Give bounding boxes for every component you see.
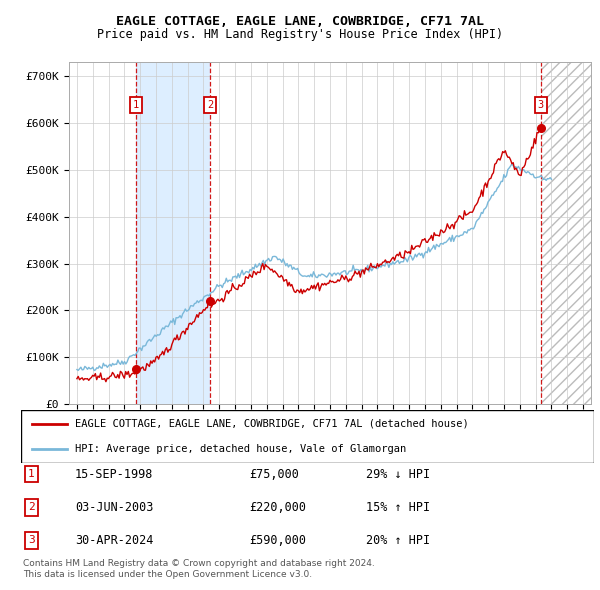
Text: 15% ↑ HPI: 15% ↑ HPI xyxy=(366,501,430,514)
Text: £220,000: £220,000 xyxy=(249,501,306,514)
Text: £590,000: £590,000 xyxy=(249,534,306,547)
Text: 2: 2 xyxy=(207,100,213,110)
Text: 20% ↑ HPI: 20% ↑ HPI xyxy=(366,534,430,547)
Text: Price paid vs. HM Land Registry's House Price Index (HPI): Price paid vs. HM Land Registry's House … xyxy=(97,28,503,41)
Text: £75,000: £75,000 xyxy=(249,468,299,481)
Text: 1: 1 xyxy=(133,100,139,110)
Text: Contains HM Land Registry data © Crown copyright and database right 2024.: Contains HM Land Registry data © Crown c… xyxy=(23,559,374,568)
Text: 29% ↓ HPI: 29% ↓ HPI xyxy=(366,468,430,481)
Text: 3: 3 xyxy=(538,100,544,110)
Bar xyxy=(136,62,210,404)
Text: 30-APR-2024: 30-APR-2024 xyxy=(75,534,154,547)
Text: 1: 1 xyxy=(28,470,35,479)
Text: 2: 2 xyxy=(28,503,35,512)
Text: EAGLE COTTAGE, EAGLE LANE, COWBRIDGE, CF71 7AL (detached house): EAGLE COTTAGE, EAGLE LANE, COWBRIDGE, CF… xyxy=(76,419,469,429)
Text: EAGLE COTTAGE, EAGLE LANE, COWBRIDGE, CF71 7AL: EAGLE COTTAGE, EAGLE LANE, COWBRIDGE, CF… xyxy=(116,15,484,28)
Text: 15-SEP-1998: 15-SEP-1998 xyxy=(75,468,154,481)
Text: This data is licensed under the Open Government Licence v3.0.: This data is licensed under the Open Gov… xyxy=(23,571,312,579)
Text: 03-JUN-2003: 03-JUN-2003 xyxy=(75,501,154,514)
Text: HPI: Average price, detached house, Vale of Glamorgan: HPI: Average price, detached house, Vale… xyxy=(76,444,407,454)
Bar xyxy=(541,62,591,404)
Text: 3: 3 xyxy=(28,536,35,545)
